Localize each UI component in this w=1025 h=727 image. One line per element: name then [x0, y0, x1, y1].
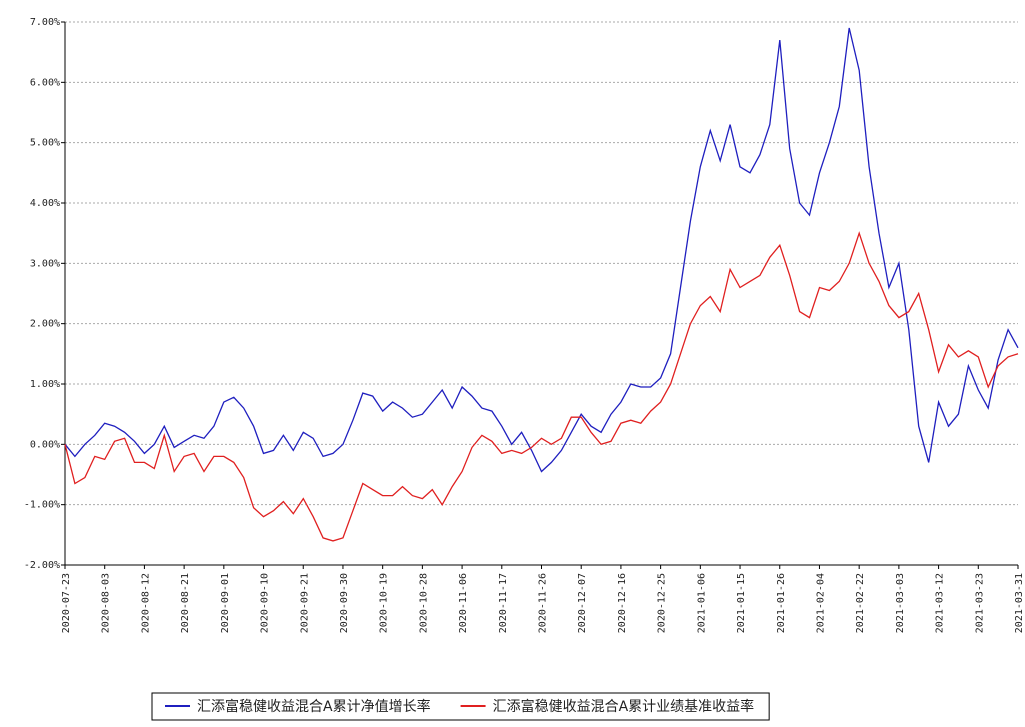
x-tick-label: 2021-02-22	[855, 573, 866, 633]
x-tick-label: 2020-10-28	[418, 573, 429, 633]
x-tick-label: 2020-09-21	[299, 573, 310, 633]
y-tick-label: 0.00%	[30, 439, 60, 450]
x-tick-label: 2020-11-06	[458, 573, 469, 633]
legend-label: 汇添富稳健收益混合A累计净值增长率	[197, 698, 431, 715]
x-tick-label: 2021-03-03	[895, 573, 906, 633]
y-tick-label: 1.00%	[30, 379, 60, 390]
x-tick-label: 2021-01-26	[776, 573, 787, 633]
y-tick-label: -2.00%	[24, 560, 60, 571]
x-tick-label: 2020-10-19	[379, 573, 390, 633]
x-tick-label: 2020-11-17	[498, 573, 509, 633]
x-tick-label: 2020-12-25	[657, 573, 668, 633]
y-tick-label: -1.00%	[24, 500, 60, 511]
legend-label: 汇添富稳健收益混合A累计业绩基准收益率	[493, 698, 755, 715]
y-tick-label: 6.00%	[30, 77, 60, 88]
x-tick-label: 2020-12-16	[617, 573, 628, 633]
x-tick-label: 2021-03-31	[1014, 573, 1025, 633]
legend: 汇添富稳健收益混合A累计净值增长率 汇添富稳健收益混合A累计业绩基准收益率	[151, 692, 770, 721]
y-tick-label: 7.00%	[30, 17, 60, 28]
series-line	[64, 27, 1019, 473]
x-tick-label: 2020-11-26	[538, 573, 549, 633]
x-tick-label: 2020-07-23	[61, 573, 72, 633]
y-tick-label: 2.00%	[30, 319, 60, 330]
x-tick-label: 2021-01-06	[696, 573, 707, 633]
x-tick-label: 2020-08-12	[140, 573, 151, 633]
x-tick-label: 2021-01-15	[736, 573, 747, 633]
x-tick-label: 2020-09-10	[260, 573, 271, 633]
x-tick-label: 2020-08-21	[180, 573, 191, 633]
x-tick-label: 2021-02-04	[815, 573, 826, 633]
y-tick-label: 4.00%	[30, 198, 60, 209]
x-tick-label: 2020-08-03	[101, 573, 112, 633]
y-tick-label: 3.00%	[30, 258, 60, 269]
series-line	[64, 231, 1019, 542]
y-tick-label: 5.00%	[30, 138, 60, 149]
x-tick-label: 2020-09-30	[339, 573, 350, 633]
x-tick-label: 2020-12-07	[577, 573, 588, 633]
x-tick-label: 2021-03-12	[935, 573, 946, 633]
x-tick-label: 2020-09-01	[220, 573, 231, 633]
x-tick-label: 2021-03-23	[974, 573, 985, 633]
